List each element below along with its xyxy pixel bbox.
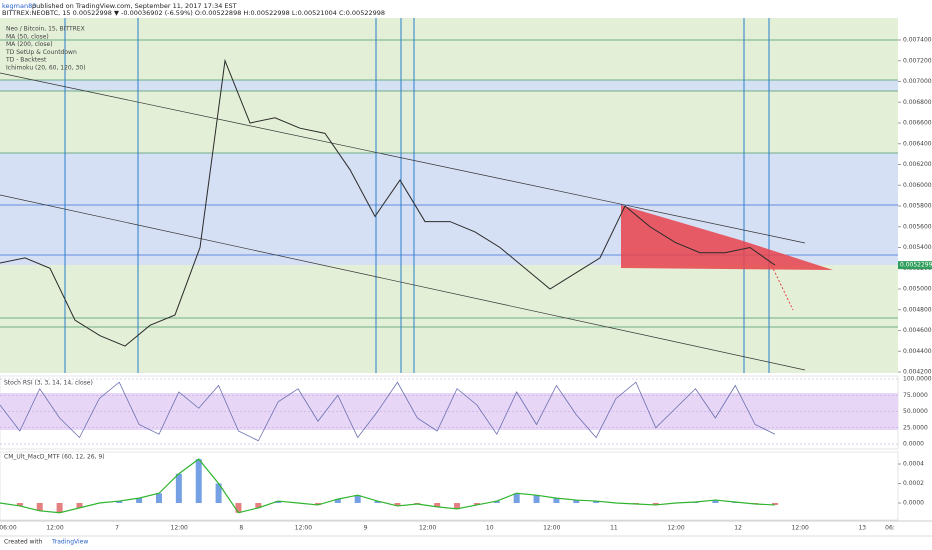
footer-created: Created with (4, 539, 43, 546)
macd-histogram (235, 503, 242, 513)
macd-histogram (76, 503, 83, 508)
levels (0, 39, 898, 328)
x-tick-label: 06: (885, 525, 895, 532)
macd-histogram (255, 503, 262, 508)
footer-brand: TradingView (51, 539, 88, 546)
x-tick-label: 12:00 (792, 525, 809, 532)
y-tick-label: 0.00640000 (903, 140, 932, 147)
last-price-box (898, 261, 932, 270)
y-tick-label: 0.00560000 (903, 223, 932, 230)
macd-line (0, 458, 776, 514)
macd-histogram (314, 503, 321, 505)
y-tick-label: 0.0002 (903, 480, 924, 487)
y-tick-label: 0.0004 (903, 461, 924, 468)
y-tick-label: 0.00680000 (903, 99, 932, 106)
x-tick-label: 8 (239, 525, 243, 532)
macd-histogram (493, 501, 500, 503)
y-tick-label: 0.00700000 (903, 78, 932, 85)
x-tick-label: 12:00 (171, 525, 188, 532)
macd-histogram (354, 495, 361, 503)
macd-histogram (215, 483, 222, 503)
macd-histogram (533, 495, 540, 503)
symbol-line: BITTREX:NEOBTC, 15 0.00522998 ▼ -0.00036… (2, 9, 385, 17)
macd-histogram (275, 501, 282, 503)
author: kegman83 (2, 2, 36, 10)
triangle-pattern (621, 205, 833, 270)
macd-histogram (513, 493, 520, 503)
macd-histogram (652, 503, 659, 505)
macd-histogram (195, 459, 202, 503)
legend-item: MA (50, close) (6, 33, 49, 40)
legend-item: TD - Backtest (5, 57, 47, 64)
macd-histogram (334, 499, 341, 503)
stoch-title: Stoch RSI (3, 3, 14, 14, close) (4, 380, 93, 387)
macd-histogram (116, 501, 123, 503)
x-tick-label: 13 (858, 525, 866, 532)
y-tick-label: 0.00440000 (903, 348, 932, 355)
y-tick-label: 0.00460000 (903, 327, 932, 334)
macd-histogram (136, 498, 143, 503)
y-tick-label: 0.00720000 (903, 57, 932, 64)
macd-histogram (36, 503, 43, 511)
last-price-label: 0.00522998 (900, 262, 932, 269)
band (0, 80, 898, 91)
x-tick-label: 12:00 (419, 525, 436, 532)
legend-item: TD SetUp & Countdown (5, 49, 77, 56)
x-tick-label: 12:00 (295, 525, 312, 532)
macd-histogram (155, 493, 162, 503)
x-tick-label: 7 (115, 525, 119, 532)
legend-item: Neo / Bitcoin, 15, BITTREX (6, 26, 85, 33)
y-tick-label: 0.00420000 (903, 369, 932, 376)
y-tick-label: 50.0000 (903, 408, 928, 415)
macd-histogram (454, 503, 461, 509)
x-tick-label: 12:00 (667, 525, 684, 532)
legend-item: Ichimoku (20, 60, 120, 30) (6, 65, 86, 72)
y-tick-label: 0.0000 (903, 500, 924, 507)
x-tick-label: 10 (486, 525, 494, 532)
y-tick-label: 100.0000 (903, 376, 932, 383)
macd-histogram (593, 501, 600, 503)
macd-histogram (394, 503, 401, 506)
y-tick-label: 0.00480000 (903, 306, 932, 313)
y-tick-label: 0.00620000 (903, 161, 932, 168)
macd-histogram (175, 473, 182, 503)
y-tick-label: 0.00580000 (903, 203, 932, 210)
projection (769, 261, 794, 311)
y-tick-label: 0.00540000 (903, 244, 932, 251)
x-tick-label: 9 (364, 525, 368, 532)
price-line (0, 58, 776, 347)
macd-histogram (16, 503, 23, 506)
x-tick-label: 11 (610, 525, 618, 532)
macd-histogram (56, 503, 63, 513)
trendlines (0, 72, 806, 371)
y-tick-label: 25.0000 (903, 424, 928, 431)
macd-histogram (772, 503, 778, 505)
y-tick-label: 0.00660000 (903, 120, 932, 127)
y-tick-label: 0.00600000 (903, 182, 932, 189)
x-tick-label: 12:00 (543, 525, 560, 532)
vertical-markers (64, 18, 770, 373)
y-tick-label: 0.00740000 (903, 37, 932, 44)
y-tick-label: 0.0000 (903, 441, 924, 448)
x-tick-label: 12:00 (46, 525, 63, 532)
published: published on TradingView.com, September … (32, 2, 237, 10)
macd-histogram (434, 503, 441, 507)
macd-histogram (473, 503, 480, 505)
macd-histogram (573, 500, 580, 503)
x-tick-label: 12 (734, 525, 742, 532)
price-axis (898, 18, 932, 528)
macd-histogram (553, 498, 560, 503)
macd-histogram (712, 500, 719, 503)
macd-title: CM_Ult_MacD_MTF (60, 12, 26, 9) (4, 454, 105, 461)
macd-pane (0, 451, 899, 521)
y-tick-label: 75.0000 (903, 392, 928, 399)
y-tick-label: 0.00500000 (903, 286, 932, 293)
macd-histogram (374, 501, 381, 503)
x-tick-label: 06:00 (0, 525, 17, 532)
legend-item: MA (200, close) (6, 41, 53, 48)
stoch-line (0, 381, 776, 442)
